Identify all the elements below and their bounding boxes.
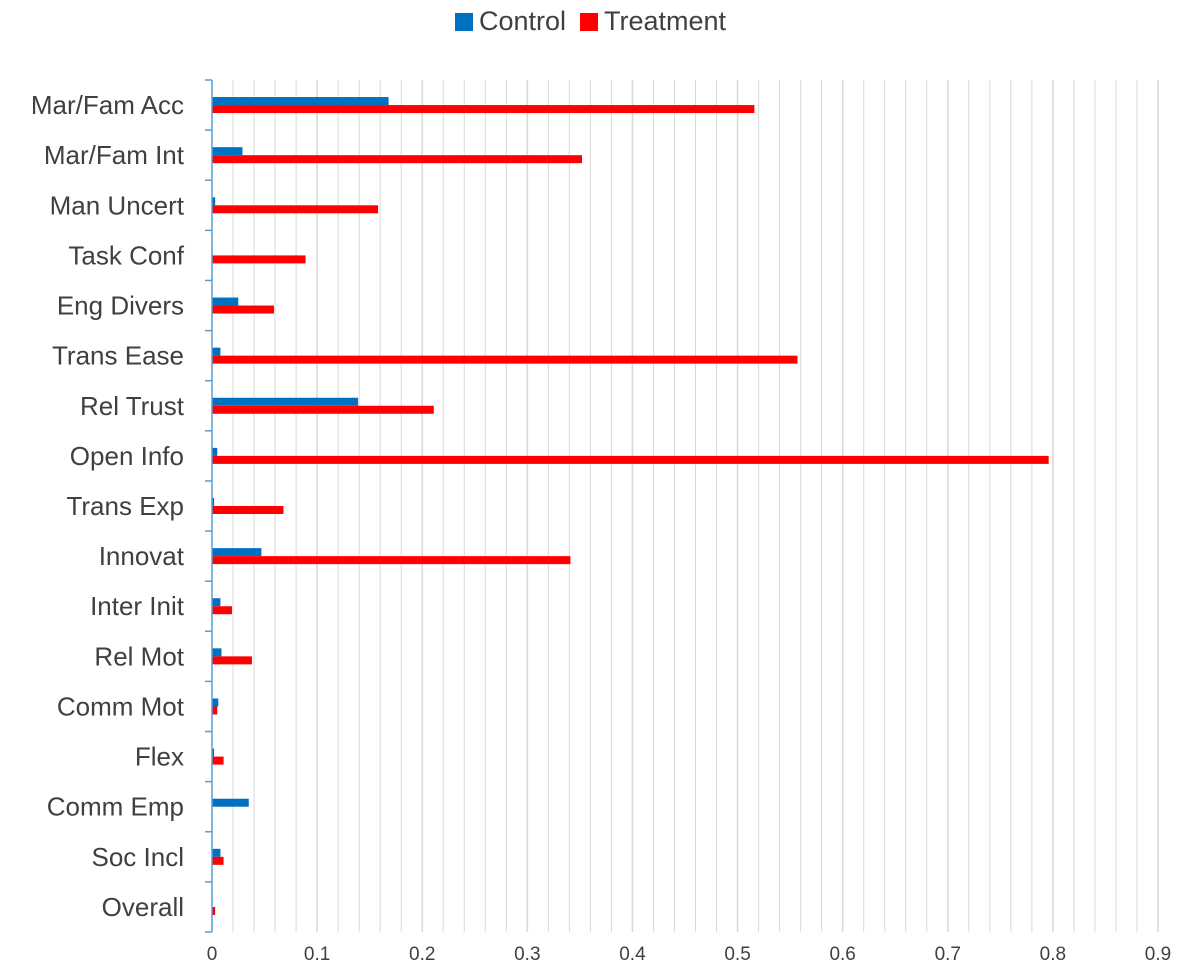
bar-treatment-6 [212,405,434,414]
x-tick-label: 0.5 [724,944,750,965]
category-label: Inter Init [90,591,185,621]
bar-control-13 [212,748,215,757]
bar-treatment-2 [212,205,379,214]
bar-treatment-10 [212,606,232,615]
bar-treatment-11 [212,656,252,665]
bar-control-11 [212,648,222,657]
legend-item-control: Control [454,6,566,37]
bar-control-4 [212,297,239,306]
category-label: Trans Ease [52,341,184,371]
category-label: Overall [102,892,184,922]
category-label: Task Conf [68,240,184,270]
category-label: Flex [135,742,184,772]
bar-treatment-13 [212,756,224,765]
category-label: Comm Mot [57,691,185,721]
bar-control-9 [212,548,262,557]
x-tick-label: 0.4 [619,944,646,965]
category-label: Rel Trust [80,391,185,421]
legend-swatch-control [454,12,473,31]
bar-control-6 [212,397,359,406]
bar-treatment-15 [212,856,224,865]
legend-label-control: Control [478,6,566,36]
category-label: Soc Incl [92,842,185,872]
bar-treatment-0 [212,105,755,114]
bar-control-7 [212,447,218,456]
bar-treatment-8 [212,506,284,514]
category-label: Eng Divers [57,291,184,321]
bar-treatment-9 [212,556,571,565]
bar-treatment-1 [212,155,582,164]
bar-control-5 [212,347,221,356]
x-tick-label: 0 [207,944,218,965]
bar-control-14 [212,798,249,807]
x-tick-label: 0.2 [409,944,435,965]
x-tick-label: 0.3 [514,944,540,965]
bar-control-1 [212,147,243,156]
bar-treatment-7 [212,455,1049,464]
category-label: Trans Exp [66,491,184,521]
category-label: Mar/Fam Acc [31,90,184,120]
category-label: Open Info [70,441,184,471]
x-tick-label: 0.7 [935,944,961,965]
bar-treatment-4 [212,305,275,314]
category-label: Man Uncert [50,190,185,220]
legend-label-treatment: Treatment [604,6,727,36]
bar-control-8 [212,498,215,506]
x-tick-label: 0.6 [829,944,855,965]
category-label: Rel Mot [94,641,184,671]
chart-legend: Control Treatment [0,6,1181,37]
category-label: Mar/Fam Int [44,140,185,170]
bar-treatment-16 [212,906,216,915]
x-tick-label: 0.1 [304,944,330,965]
legend-item-treatment: Treatment [580,6,726,37]
bar-control-0 [212,97,389,106]
legend-swatch-treatment [580,12,598,31]
bar-treatment-12 [212,706,218,715]
category-label: Innovat [99,541,185,571]
x-tick-label: 0.9 [1145,944,1171,965]
bar-treatment-5 [212,355,798,364]
bar-treatment-3 [212,255,306,264]
bar-control-10 [212,598,221,607]
bar-control-15 [212,848,221,857]
category-label: Comm Emp [47,792,184,822]
x-tick-label: 0.8 [1040,944,1066,965]
bar-control-12 [212,698,219,707]
bar-control-2 [212,197,216,206]
